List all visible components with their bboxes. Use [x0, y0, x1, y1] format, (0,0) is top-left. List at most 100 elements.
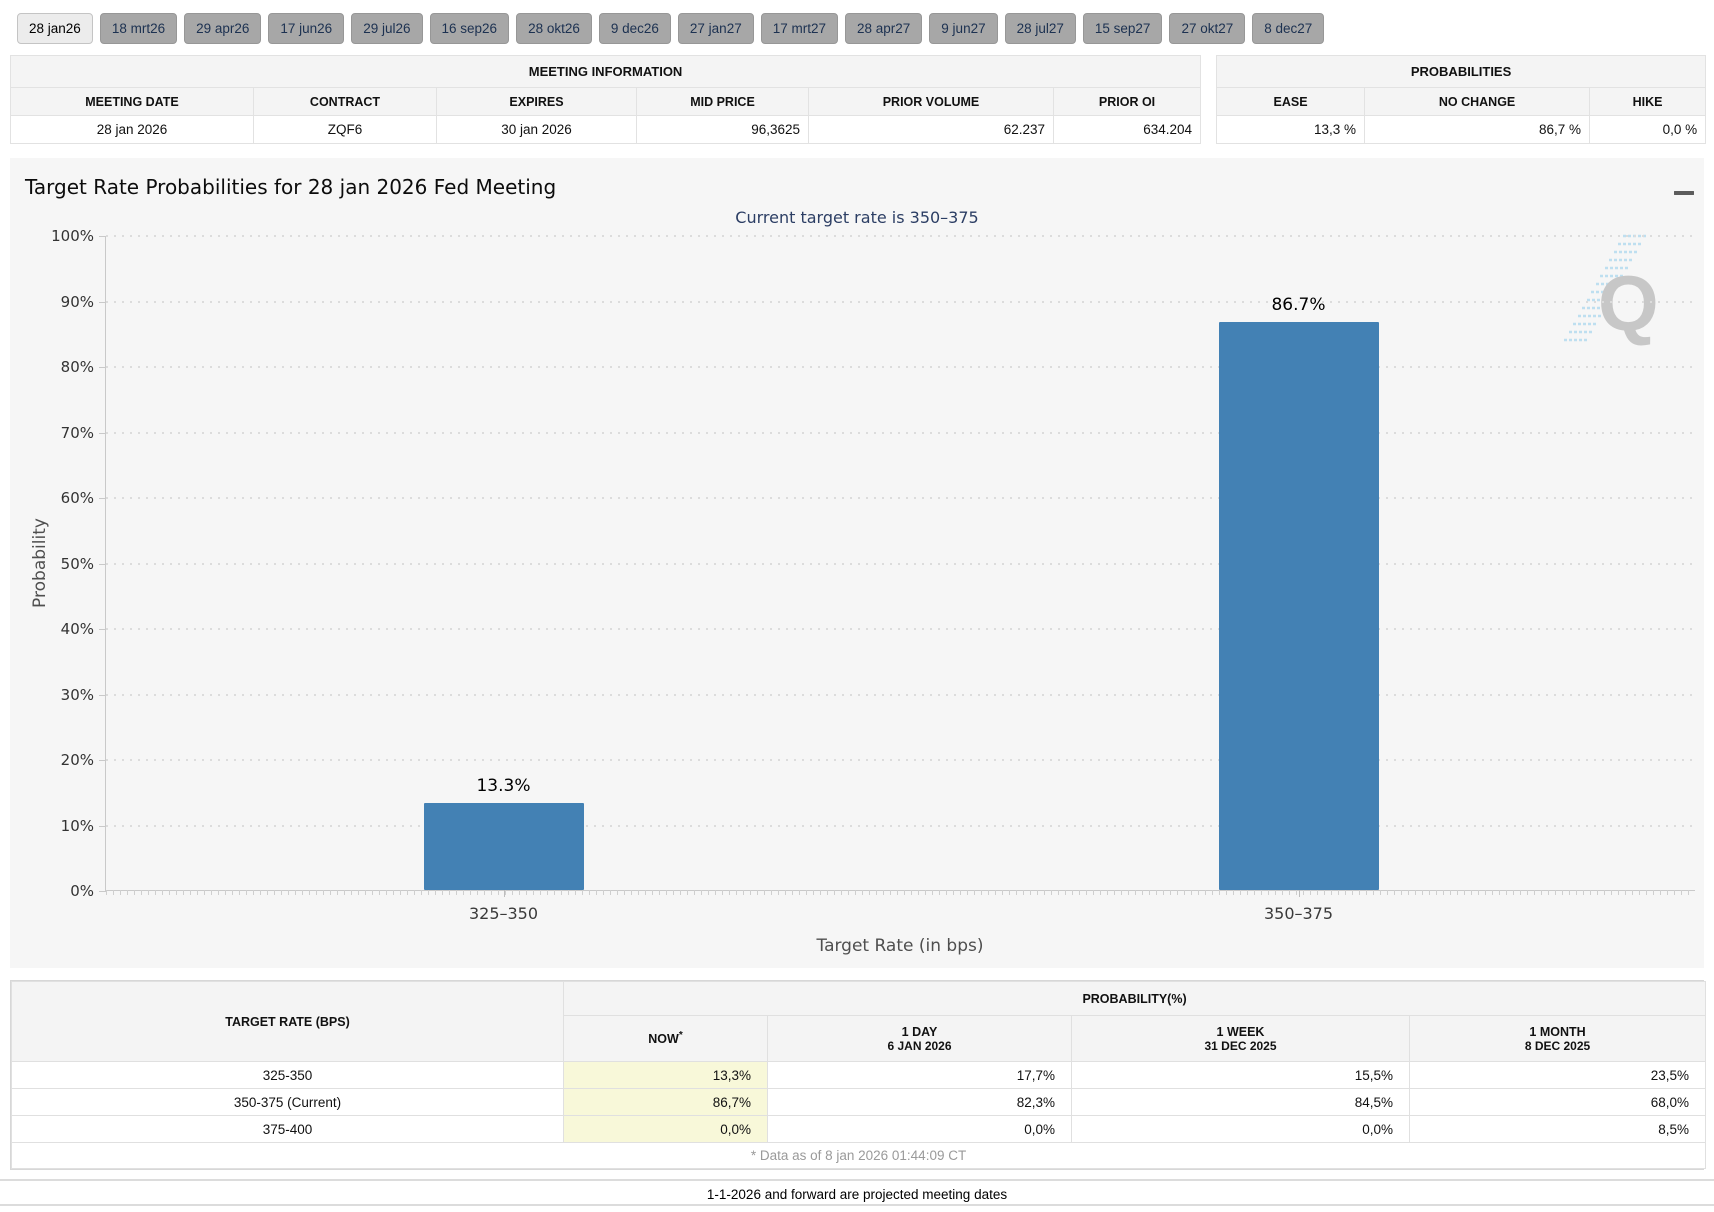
col-hike: HIKE [1589, 87, 1707, 116]
y-axis-tick [99, 629, 106, 630]
chart-bar[interactable] [1218, 322, 1379, 890]
x-axis-category-tick [1298, 890, 1300, 897]
tab-27-okt27[interactable]: 27 okt27 [1169, 13, 1246, 44]
tab-18-mrt26[interactable]: 18 mrt26 [99, 13, 178, 44]
now-value: 0,0% [563, 1115, 768, 1143]
tab-27-jan27[interactable]: 27 jan27 [677, 13, 754, 44]
now-value: 13,3% [563, 1061, 768, 1089]
y-axis-tick [99, 694, 106, 696]
y-gridline [106, 497, 1695, 499]
expires-value: 30 jan 2026 [436, 115, 637, 144]
day-value: 0,0% [767, 1115, 1072, 1143]
y-gridline [106, 431, 1695, 434]
y-axis-tick [99, 498, 106, 499]
month-value: 68,0% [1408, 1088, 1707, 1116]
meeting-tab-bar: 28 jan26 18 mrt26 29 apr26 17 jun26 29 jul26… [0, 0, 1714, 53]
x-axis-minor-ticks [106, 890, 1695, 895]
tab-16-sep26[interactable]: 16 sep26 [429, 13, 510, 44]
meeting-information-title: MEETING INFORMATION [9, 55, 1202, 88]
y-axis-tick-label: 80% [60, 358, 94, 376]
tab-28-jul27[interactable]: 28 jul27 [1004, 13, 1076, 44]
y-axis-tick-label: 30% [60, 685, 94, 704]
tab-15-sep27[interactable]: 15 sep27 [1082, 13, 1163, 44]
x-axis-title: Target Rate (in bps) [816, 936, 984, 956]
probability-subheader-row: NOW* 1 DAY 6 JAN 2026 1 WEEK 31 DEC 2025 1… [12, 1015, 1707, 1062]
week-value: 84,5% [1071, 1088, 1410, 1116]
y-axis-tick [99, 891, 106, 892]
rate-range-label: 375-400 [11, 1115, 564, 1143]
y-gridline [106, 759, 1695, 761]
tab-9-dec26[interactable]: 9 dec26 [598, 13, 671, 44]
data-as-of-note: * Data as of 8 jan 2026 01:44:09 CT [10, 1142, 1707, 1169]
y-axis-tick-label: 70% [60, 423, 94, 442]
meeting-information-header-row: MEETING DATE CONTRACT EXPIRES MID PRICE … [10, 87, 1202, 116]
ease-value: 13,3 % [1216, 115, 1366, 144]
y-gridline [106, 628, 1695, 630]
probability-group-header: PROBABILITY(%) [562, 981, 1707, 1016]
tab-28-apr27[interactable]: 28 apr27 [845, 13, 923, 44]
chart-context-menu-button[interactable] [1660, 174, 1694, 198]
col-prior-volume: PRIOR VOLUME [808, 87, 1054, 116]
y-gridline [106, 824, 1695, 827]
prior-volume-value: 62.237 [808, 115, 1054, 144]
y-axis-tick-label: 60% [60, 489, 94, 507]
bar-data-label: 13.3% [476, 776, 531, 796]
col-expires: EXPIRES [436, 87, 637, 116]
day-value: 82,3% [767, 1088, 1072, 1116]
probabilities-header-row: EASE NO CHANGE HIKE [1216, 87, 1707, 116]
target-rate-chart: Target Rate Probabilities for 28 jan 202… [10, 158, 1704, 968]
y-gridline [106, 300, 1695, 303]
tab-9-jun27[interactable]: 9 jun27 [929, 13, 998, 44]
week-value: 0,0% [1071, 1115, 1410, 1143]
projected-dates-note: 1-1-2026 and forward are projected meeti… [0, 1179, 1714, 1206]
chart-subtitle: Current target rate is 350–375 [735, 208, 979, 227]
tab-17-mrt27[interactable]: 17 mrt27 [760, 13, 838, 44]
probabilities-data-row: 13,3 % 86,7 % 0,0 % [1216, 115, 1707, 144]
hike-value: 0,0 % [1589, 115, 1707, 144]
rate-range-label: 325-350 [11, 1061, 564, 1089]
col-contract: CONTRACT [253, 87, 437, 116]
tab-29-apr26[interactable]: 29 apr26 [184, 13, 262, 44]
tab-8-dec27[interactable]: 8 dec27 [1252, 13, 1325, 44]
probabilities-summary-table: PROBABILITIES EASE NO CHANGE HIKE 13,3 %… [1216, 55, 1707, 144]
tab-29-jul26[interactable]: 29 jul26 [351, 13, 423, 44]
col-no-change: NO CHANGE [1364, 87, 1591, 116]
y-axis-tick-label: 10% [60, 816, 94, 835]
probability-group-header-row: TARGET RATE (BPS) PROBABILITY(%) [11, 981, 1707, 1062]
watermark-letter: Q [1598, 259, 1659, 347]
y-axis-tick [99, 760, 106, 761]
y-gridline [106, 366, 1695, 368]
x-axis-category-label: 350–375 [1263, 904, 1334, 923]
week-value: 15,5% [1071, 1061, 1410, 1089]
y-axis-tick-label: 0% [70, 882, 94, 900]
y-axis-tick-label: 50% [60, 554, 94, 573]
data-as-of-row: * Data as of 8 jan 2026 01:44:09 CT [10, 1142, 1707, 1169]
y-axis-title: Probability [30, 518, 50, 608]
y-axis-tick-label: 100% [51, 227, 94, 245]
now-value: 86,7% [563, 1088, 768, 1116]
y-axis-tick-label: 20% [60, 751, 94, 769]
col-1-day: 1 DAY 6 JAN 2026 [767, 1015, 1072, 1062]
contract-value: ZQF6 [253, 115, 437, 144]
y-axis-tick [99, 563, 106, 565]
col-mid-price: MID PRICE [636, 87, 809, 116]
month-value: 23,5% [1408, 1061, 1707, 1089]
probabilities-title: PROBABILITIES [1216, 55, 1707, 88]
tab-28-okt26[interactable]: 28 okt26 [516, 13, 592, 44]
meeting-information-data-row: 28 jan 2026 ZQF6 30 jan 2026 96,3625 62.… [10, 115, 1202, 144]
x-axis-category-label: 325–350 [468, 904, 539, 923]
tab-28-jan26[interactable]: 28 jan26 [17, 13, 93, 44]
col-1-week: 1 WEEK 31 DEC 2025 [1071, 1015, 1410, 1062]
mid-price-value: 96,3625 [636, 115, 809, 144]
chart-bar[interactable] [423, 803, 584, 890]
col-now: NOW* [563, 1015, 768, 1062]
now-asterisk: * [678, 1030, 683, 1042]
probability-detail-table-wrap: TARGET RATE (BPS) PROBABILITY(%) NOW* 1 … [10, 980, 1707, 1170]
bar-data-label: 86.7% [1271, 295, 1326, 315]
tab-17-jun26[interactable]: 17 jun26 [268, 13, 345, 44]
y-gridline [106, 693, 1695, 696]
plot-area: 0% 10% 20% 30% 40% 50% 60% 70% 80% 90% 100% 13.3% 32… [51, 227, 1695, 923]
col-target-rate-bps: TARGET RATE (BPS) [11, 981, 564, 1062]
no-change-value: 86,7 % [1364, 115, 1591, 144]
table-row: 350-375 (Current) 86,7% 82,3% 84,5% 68,0… [11, 1088, 1707, 1116]
